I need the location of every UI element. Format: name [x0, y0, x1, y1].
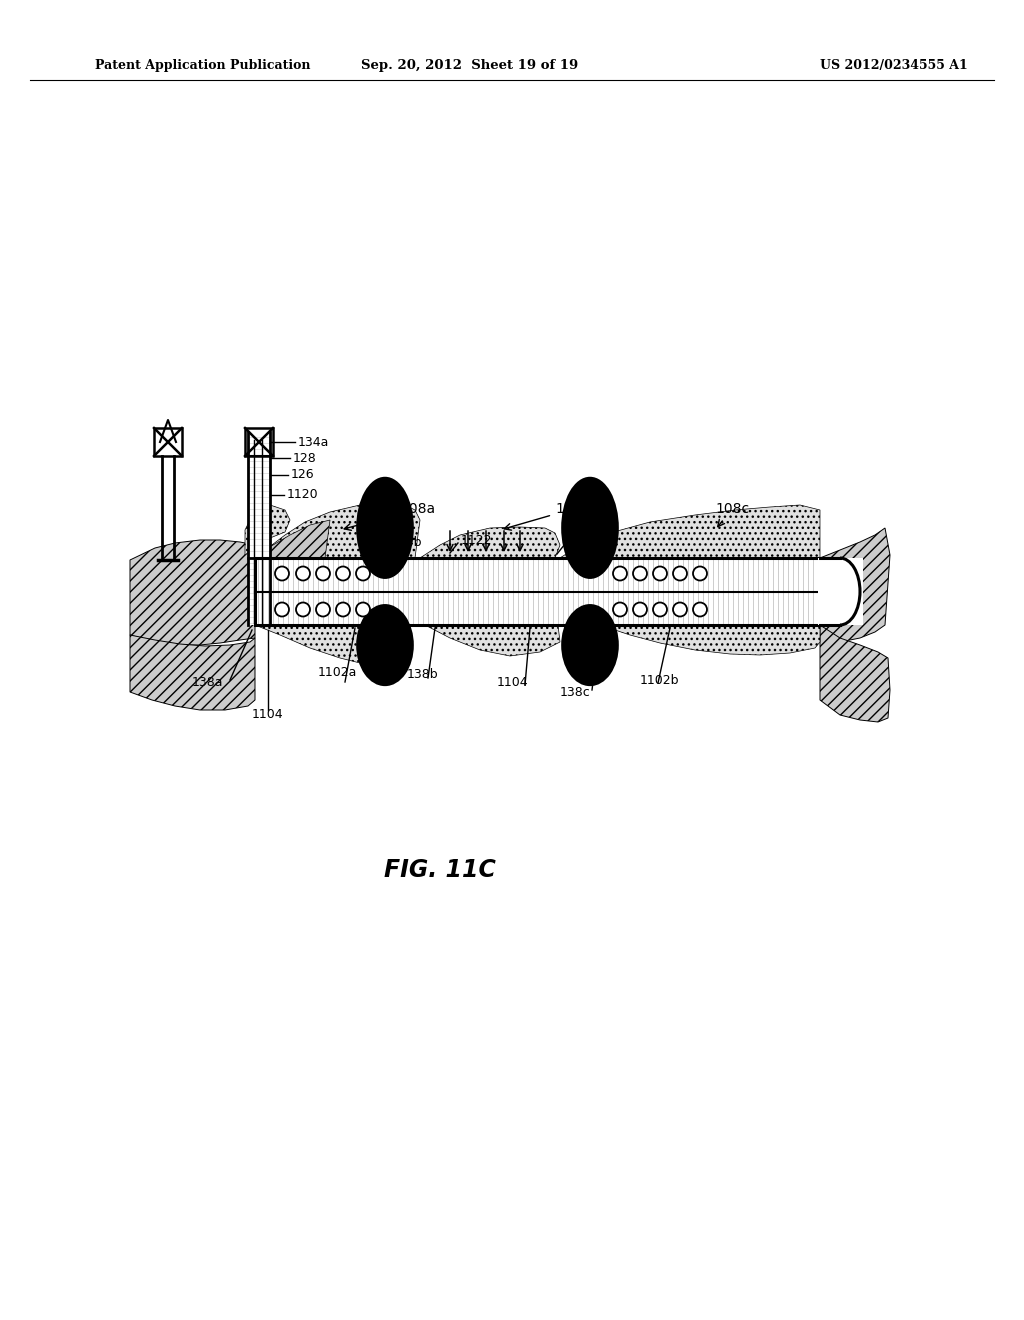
Bar: [255, 558, 820, 624]
Text: 134b: 134b: [391, 536, 423, 549]
Text: 108c: 108c: [715, 502, 750, 527]
Text: Patent Application Publication: Patent Application Publication: [95, 58, 310, 71]
Text: 1104: 1104: [252, 708, 284, 721]
Text: 138c: 138c: [560, 686, 591, 700]
Polygon shape: [255, 520, 330, 558]
Circle shape: [693, 566, 707, 581]
Text: 134a: 134a: [298, 436, 330, 449]
Circle shape: [653, 566, 667, 581]
Polygon shape: [420, 527, 560, 558]
Ellipse shape: [562, 605, 618, 685]
Circle shape: [673, 602, 687, 616]
Ellipse shape: [357, 605, 413, 685]
Bar: [248, 432, 270, 624]
Bar: [154, 428, 182, 455]
Text: 1102b: 1102b: [640, 673, 680, 686]
Circle shape: [296, 566, 310, 581]
Bar: [255, 558, 820, 624]
Circle shape: [356, 602, 370, 616]
Circle shape: [673, 566, 687, 581]
Text: 138b: 138b: [407, 668, 438, 681]
Bar: [245, 428, 273, 455]
Text: 1122: 1122: [461, 535, 493, 548]
Bar: [818, 558, 863, 624]
Polygon shape: [820, 624, 890, 722]
Polygon shape: [425, 624, 560, 656]
Text: US 2012/0234555 A1: US 2012/0234555 A1: [820, 58, 968, 71]
Circle shape: [296, 602, 310, 616]
Circle shape: [633, 566, 647, 581]
Polygon shape: [600, 624, 820, 655]
Text: Sep. 20, 2012  Sheet 19 of 19: Sep. 20, 2012 Sheet 19 of 19: [361, 58, 579, 71]
Text: 1102a: 1102a: [318, 665, 357, 678]
Text: 128: 128: [293, 451, 316, 465]
Circle shape: [316, 566, 330, 581]
Circle shape: [613, 566, 627, 581]
Circle shape: [633, 602, 647, 616]
Ellipse shape: [562, 478, 618, 578]
Text: 1104: 1104: [497, 676, 528, 689]
Circle shape: [613, 602, 627, 616]
Text: FIG. 11C: FIG. 11C: [384, 858, 496, 882]
Circle shape: [356, 566, 370, 581]
Polygon shape: [820, 528, 890, 642]
Circle shape: [653, 602, 667, 616]
Text: 138a: 138a: [193, 676, 223, 689]
Text: 134c: 134c: [568, 536, 599, 549]
Circle shape: [336, 602, 350, 616]
Text: 126: 126: [291, 469, 314, 482]
Polygon shape: [245, 506, 290, 554]
Circle shape: [336, 566, 350, 581]
Circle shape: [275, 602, 289, 616]
Polygon shape: [560, 506, 820, 558]
Polygon shape: [255, 624, 380, 663]
Polygon shape: [130, 635, 255, 710]
Ellipse shape: [357, 478, 413, 578]
Polygon shape: [255, 503, 420, 558]
Circle shape: [316, 602, 330, 616]
Polygon shape: [130, 540, 255, 645]
Circle shape: [693, 602, 707, 616]
Text: 1120: 1120: [287, 488, 318, 502]
Circle shape: [275, 566, 289, 581]
Text: 108a: 108a: [344, 502, 435, 531]
Text: 108b: 108b: [504, 502, 591, 531]
